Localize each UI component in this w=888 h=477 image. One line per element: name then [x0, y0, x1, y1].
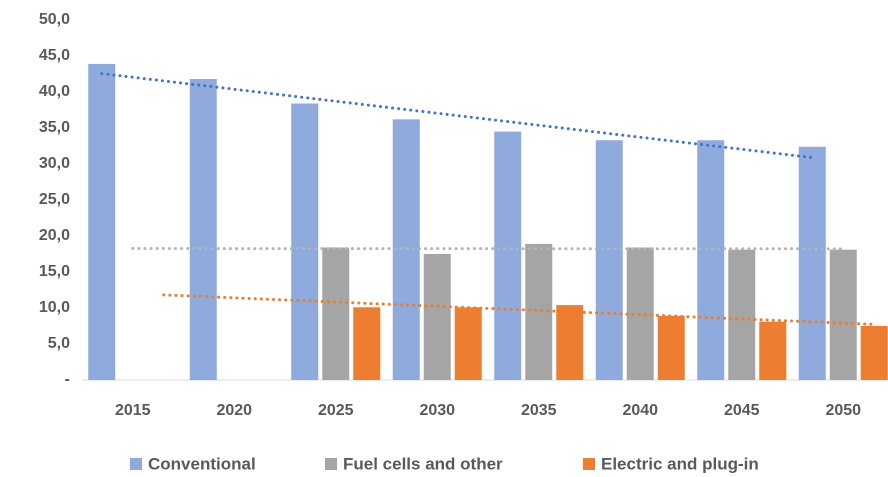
bar	[759, 321, 787, 380]
y-tick-label: 25,0	[39, 191, 70, 208]
legend-label: Fuel cells and other	[343, 454, 503, 473]
bar	[595, 140, 623, 380]
bar	[860, 326, 888, 380]
legend-label: Electric and plug-in	[601, 454, 759, 473]
bar	[798, 146, 826, 380]
y-tick-label: 40,0	[39, 83, 70, 100]
bar	[728, 249, 756, 380]
y-tick-label: 10,0	[39, 299, 70, 316]
x-tick-label: 2025	[318, 402, 354, 419]
y-tick-label: 45,0	[39, 47, 70, 64]
x-tick-label: 2020	[216, 402, 252, 419]
y-tick-label: 15,0	[39, 263, 70, 280]
y-tick-label: 35,0	[39, 119, 70, 136]
bar	[353, 307, 381, 380]
x-tick-label: 2040	[622, 402, 658, 419]
y-tick-label: 20,0	[39, 227, 70, 244]
bar	[454, 307, 482, 380]
bar	[657, 315, 685, 380]
x-tick-label: 2045	[724, 402, 760, 419]
legend-label: Conventional	[148, 454, 256, 473]
y-tick-label: -	[65, 371, 70, 388]
bar	[494, 131, 522, 380]
bar	[291, 103, 319, 381]
bar	[829, 249, 857, 380]
x-tick-label: 2015	[115, 402, 151, 419]
bar	[322, 247, 350, 380]
x-tick-label: 2050	[825, 402, 861, 419]
bar	[697, 140, 725, 380]
x-tick-label: 2035	[521, 402, 557, 419]
trendline	[162, 293, 876, 326]
legend-swatch	[130, 458, 142, 470]
x-tick-label: 2030	[419, 402, 455, 419]
legend-swatch	[583, 458, 595, 470]
legend-swatch	[325, 458, 337, 470]
bar	[423, 254, 451, 380]
y-tick-label: 5,0	[48, 335, 70, 352]
bar	[189, 79, 217, 380]
y-tick-label: 50,0	[39, 11, 70, 28]
y-tick-label: 30,0	[39, 155, 70, 172]
bar	[88, 63, 116, 381]
bar	[556, 305, 584, 380]
